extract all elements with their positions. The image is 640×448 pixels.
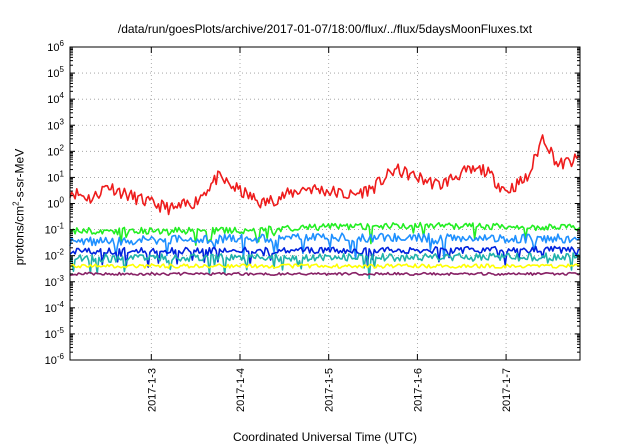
y-tick-label: 10-6: [45, 352, 65, 367]
y-tick-label: 10-3: [45, 274, 65, 289]
y-axis-label: protons/cm2-s-sr-MeV: [11, 148, 27, 266]
series-line-3: [69, 245, 581, 269]
series-line-6: [69, 271, 581, 277]
grid: [70, 47, 580, 360]
series-lines: [69, 134, 581, 280]
y-tick-label: 103: [47, 117, 64, 132]
series-line-5: [69, 263, 581, 269]
y-tick-label: 106: [47, 39, 64, 54]
axis-ticks: [70, 46, 580, 361]
y-tick-label: 10-4: [45, 300, 65, 315]
series-line-4: [69, 252, 581, 280]
series-line-2: [69, 232, 581, 261]
x-tick-label: 2017-1-6: [412, 368, 424, 412]
y-tick-label: 104: [47, 91, 64, 106]
y-tick-label: 105: [47, 65, 64, 80]
x-tick-labels: 2017-1-3 2017-1-4 2017-1-5 2017-1-6 2017-1-7: [146, 368, 513, 412]
y-tick-label: 10-2: [45, 248, 65, 263]
x-tick-label: 2017-1-7: [501, 368, 513, 412]
series-line-0: [69, 134, 581, 216]
y-tick-label: 10-5: [45, 326, 65, 341]
series-line-1: [69, 221, 581, 246]
x-tick-label: 2017-1-4: [235, 368, 247, 412]
x-tick-label: 2017-1-5: [324, 368, 336, 412]
y-tick-label: 101: [47, 169, 64, 184]
y-tick-label: 10-1: [45, 222, 65, 237]
y-tick-labels: 10-6 10-5 10-4 10-3 10-2 10-1 100 101 102 103 104 1…: [45, 39, 65, 367]
chart-title: /data/run/goesPlots/archive/2017-01-07/1…: [117, 22, 533, 36]
y-tick-label: 100: [47, 196, 64, 211]
x-tick-label: 2017-1-3: [146, 368, 158, 412]
y-tick-label: 102: [47, 143, 64, 158]
x-axis-label: Coordinated Universal Time (UTC): [232, 430, 418, 444]
